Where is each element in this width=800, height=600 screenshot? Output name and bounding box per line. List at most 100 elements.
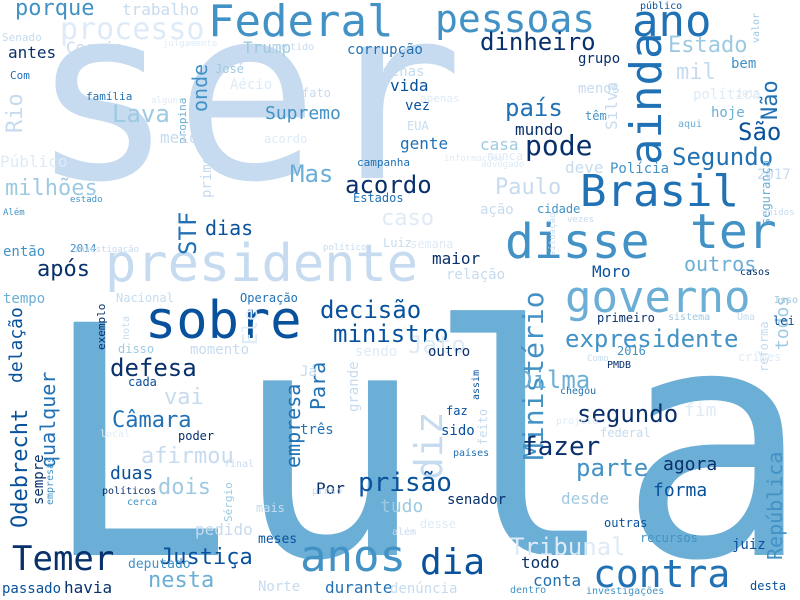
word: prisão: [358, 468, 452, 498]
word: políticos: [102, 486, 157, 497]
word: desde: [561, 489, 610, 508]
word: Segundo: [672, 143, 774, 171]
word: fazer: [522, 432, 601, 462]
word: empresas: [45, 456, 56, 505]
word: lei: [773, 314, 795, 328]
word: julgamento: [163, 39, 218, 49]
word: Jato: [408, 331, 466, 359]
word: senador: [447, 492, 507, 508]
word: segundo: [577, 400, 679, 428]
word: anos: [300, 531, 406, 582]
word: onde: [188, 63, 212, 112]
word: ser: [30, 0, 464, 235]
word: denúncia: [390, 581, 458, 597]
word: pedido: [195, 520, 253, 539]
word: família: [86, 90, 133, 103]
word: delação: [6, 307, 27, 383]
word: Estados: [353, 191, 404, 205]
word: havia: [64, 578, 113, 597]
word: disso: [118, 342, 155, 356]
word: vezes: [567, 215, 595, 225]
word: pode: [525, 129, 593, 162]
word: político: [323, 243, 367, 253]
word: momento: [190, 342, 250, 358]
word: maior: [432, 249, 481, 268]
word: nesta: [148, 568, 215, 593]
word: investigações: [586, 586, 665, 597]
word: dinheiro: [480, 28, 596, 56]
word: passado: [2, 581, 62, 597]
word: outras: [604, 516, 648, 530]
word: defesa: [110, 354, 197, 382]
word: Rio: [3, 93, 28, 133]
word: fim: [684, 400, 717, 421]
word: país: [505, 94, 563, 122]
word: expresidente: [565, 325, 739, 353]
word: vida: [390, 76, 429, 95]
word: Temer: [12, 539, 115, 579]
word: Tribunal: [510, 533, 626, 561]
word: mundo: [515, 120, 564, 139]
word: Uma: [737, 312, 756, 323]
word: PMDB: [607, 360, 632, 371]
word: dois: [158, 475, 211, 500]
word: Público: [0, 152, 68, 171]
word: Câmara: [112, 408, 192, 433]
word: ano: [632, 0, 712, 47]
word: crimes: [738, 350, 782, 364]
word: Sérgio: [222, 482, 235, 522]
word: 2015: [736, 89, 761, 100]
word: durante: [325, 578, 393, 597]
word: cidade: [537, 202, 581, 216]
word: política: [693, 87, 761, 103]
word: Além: [3, 208, 25, 218]
word: público: [640, 1, 683, 12]
word: Já: [300, 364, 317, 380]
word: campanha: [357, 156, 410, 169]
word: forma: [653, 480, 708, 501]
word: 2014: [70, 242, 97, 255]
word: porque: [15, 0, 95, 21]
word: Ele: [238, 308, 262, 345]
word: governo: [565, 272, 751, 323]
word: meio: [160, 128, 199, 147]
word: Trump: [243, 38, 292, 57]
word: desse: [420, 517, 457, 531]
word: local: [100, 429, 131, 440]
word: poder: [178, 429, 215, 443]
word: tempo: [3, 291, 46, 307]
word: decisão: [320, 296, 422, 324]
word: informações: [444, 154, 504, 164]
word: ainda: [621, 32, 672, 165]
word: fato: [302, 86, 331, 100]
word: Paulo: [495, 175, 562, 200]
word: Lava: [112, 100, 170, 128]
word: ministro: [333, 320, 449, 348]
word: grande: [346, 361, 362, 412]
word: Sul: [81, 102, 101, 115]
word: Norte: [258, 579, 301, 595]
word: situação: [548, 212, 558, 256]
word: deputado: [128, 557, 191, 572]
word: casos: [740, 267, 771, 278]
word: meses: [258, 532, 298, 547]
word: bem: [731, 56, 757, 72]
word: Lula: [40, 259, 800, 600]
word: Moro: [592, 262, 631, 281]
word: caso: [381, 206, 434, 231]
word: Brasil: [580, 166, 739, 217]
word: Não: [758, 80, 783, 120]
word: disse: [505, 214, 650, 270]
word: advogado: [481, 160, 525, 170]
word: investigação: [74, 245, 140, 255]
word: Isso: [774, 295, 799, 306]
word: Luiz: [383, 236, 412, 250]
word: desta: [750, 579, 787, 593]
word: feito: [476, 408, 490, 445]
word: STF: [174, 211, 202, 255]
word: primeira: [199, 130, 215, 198]
word: após: [37, 257, 90, 282]
word: Mas: [290, 160, 334, 188]
word: conta: [533, 571, 582, 590]
word: Odebrecht: [8, 408, 33, 528]
